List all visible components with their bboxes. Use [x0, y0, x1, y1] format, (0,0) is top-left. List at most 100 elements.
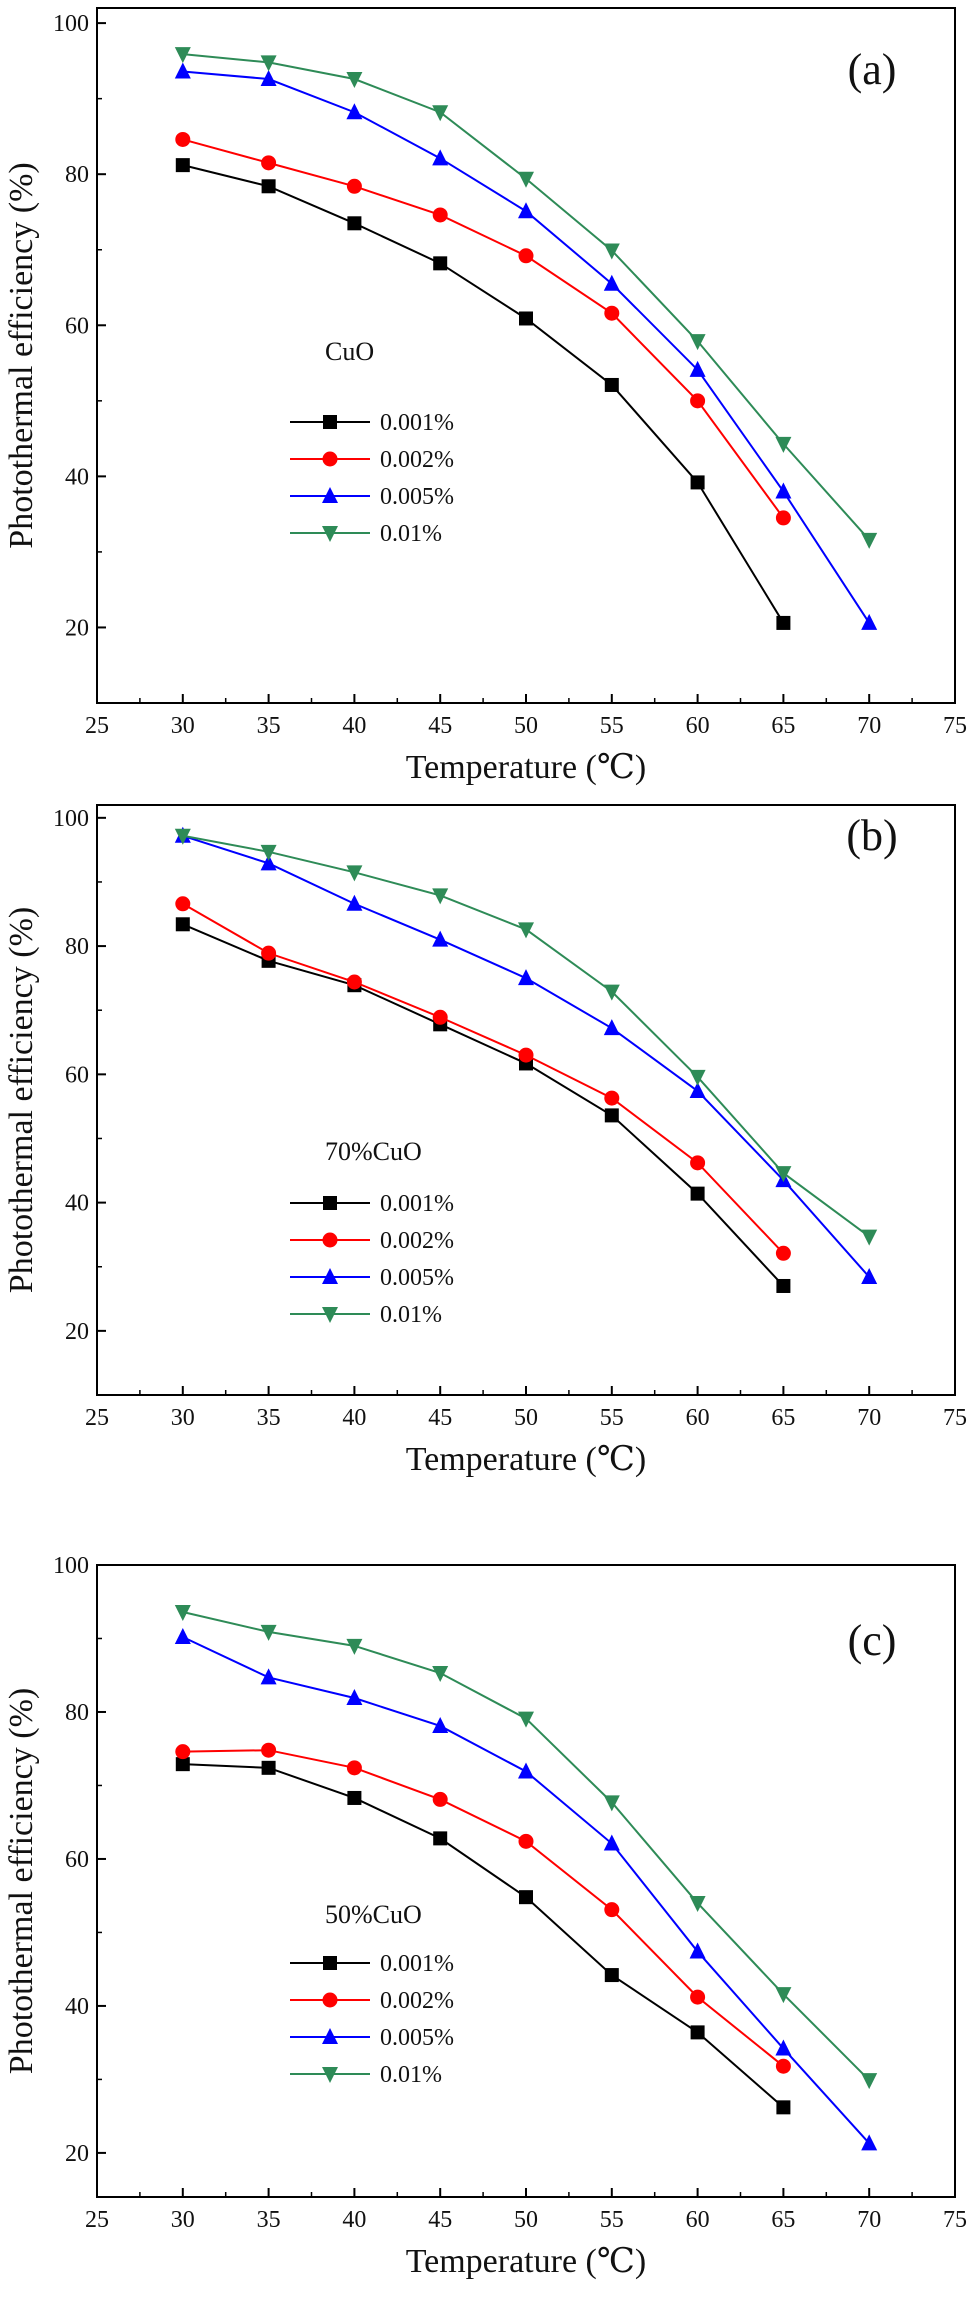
series-2	[174, 1628, 878, 2151]
x-tick-label: 60	[686, 1405, 710, 1431]
chart-panel-1: 25 30 35 40 45 50 55 60 65 70 75 20 40 60 80 100 Tempera…	[3, 804, 967, 1478]
data-point	[518, 922, 534, 939]
x-tick-label: 75	[943, 713, 967, 739]
data-point	[690, 1989, 706, 2005]
x-tick-label: 50	[514, 713, 538, 739]
legend-marker	[323, 1956, 337, 1970]
data-point	[175, 158, 190, 173]
plot-frame	[96, 7, 956, 704]
data-point	[690, 393, 706, 409]
x-tick-label: 25	[85, 2207, 109, 2233]
series-2	[174, 62, 878, 630]
data-point	[261, 179, 276, 194]
plot-frame	[96, 804, 956, 1396]
x-tick-label: 45	[428, 1405, 452, 1431]
chart-panel-2: 25 30 35 40 45 50 55 60 65 70 75 20 40 60 80 100 Tempera…	[3, 1553, 967, 2280]
legend-title: 50%CuO	[325, 1900, 422, 1929]
data-point	[432, 1716, 449, 1733]
data-point	[260, 1668, 277, 1685]
data-point	[175, 131, 191, 147]
data-point	[604, 1968, 619, 1983]
data-point	[261, 1742, 277, 1758]
data-point	[775, 510, 791, 526]
x-tick-label: 60	[686, 2207, 710, 2233]
y-tick-label: 100	[53, 1553, 89, 1579]
data-point	[347, 216, 362, 231]
data-point	[861, 2073, 878, 2090]
data-point	[260, 55, 277, 72]
x-tick-label: 25	[85, 1405, 109, 1431]
data-point	[690, 1186, 705, 1201]
data-point	[346, 894, 363, 911]
data-point	[775, 2039, 792, 2056]
data-point	[432, 149, 449, 166]
legend-entry-label: 0.005%	[380, 2025, 454, 2051]
legend-marker	[323, 1196, 337, 1210]
data-point	[432, 1791, 448, 1807]
data-point	[519, 311, 533, 326]
legend-marker	[322, 2028, 338, 2044]
x-tick-label: 65	[771, 1405, 795, 1431]
x-tick-label: 25	[85, 713, 109, 739]
y-tick-label: 60	[65, 1062, 89, 1088]
data-point	[346, 865, 363, 882]
data-point	[518, 171, 534, 188]
panel-label: (c)	[848, 1616, 897, 1665]
x-tick-label: 75	[943, 1405, 967, 1431]
data-point	[174, 828, 191, 845]
x-tick-label: 35	[257, 713, 281, 739]
y-tick-label: 60	[65, 313, 89, 339]
y-tick-label: 20	[65, 1319, 89, 1345]
data-point	[518, 1833, 534, 1849]
data-point	[261, 155, 277, 171]
data-point	[260, 1624, 277, 1641]
legend-marker	[322, 1232, 338, 1248]
data-point	[776, 1278, 791, 1293]
x-tick-label: 30	[171, 713, 195, 739]
data-point	[604, 1902, 620, 1918]
data-point	[518, 1047, 534, 1063]
x-tick-label: 55	[600, 713, 624, 739]
data-point	[689, 334, 706, 351]
data-point	[603, 274, 620, 291]
data-point	[346, 72, 363, 89]
series-3	[174, 828, 878, 1246]
series-line	[182, 923, 785, 1287]
x-tick-label: 70	[857, 713, 881, 739]
data-point	[175, 1757, 190, 1772]
legend-title: 70%CuO	[325, 1137, 422, 1166]
data-point	[518, 969, 534, 986]
series-3	[174, 1605, 878, 2090]
data-point	[776, 2100, 791, 2115]
x-axis-title: Temperature (℃)	[406, 2243, 646, 2280]
y-axis-title: Photothermal efficiency (%)	[3, 907, 40, 1293]
series-3	[174, 47, 878, 549]
data-point	[775, 1245, 791, 1261]
x-tick-label: 50	[514, 1405, 538, 1431]
y-tick-label: 80	[65, 934, 89, 960]
data-point	[432, 930, 449, 947]
data-point	[432, 888, 449, 905]
x-tick-label: 55	[600, 1405, 624, 1431]
y-tick-label: 40	[65, 1191, 89, 1217]
x-tick-label: 70	[857, 1405, 881, 1431]
y-tick-label: 80	[65, 1700, 89, 1726]
legend-entry-label: 0.001%	[380, 1191, 454, 1217]
data-point	[518, 202, 534, 219]
series-1	[175, 131, 791, 526]
data-point	[175, 896, 191, 912]
data-point	[261, 1760, 276, 1775]
data-point	[861, 1229, 878, 1246]
data-point	[775, 482, 792, 499]
y-tick-label: 100	[53, 806, 89, 832]
x-tick-label: 40	[342, 2207, 366, 2233]
x-tick-label: 45	[428, 2207, 452, 2233]
data-point	[603, 243, 620, 260]
legend-entry-label: 0.01%	[380, 1302, 442, 1328]
data-point	[603, 1834, 620, 1851]
data-point	[603, 1019, 620, 1036]
data-point	[604, 1108, 619, 1123]
data-point	[861, 2134, 878, 2151]
x-tick-label: 30	[171, 2207, 195, 2233]
